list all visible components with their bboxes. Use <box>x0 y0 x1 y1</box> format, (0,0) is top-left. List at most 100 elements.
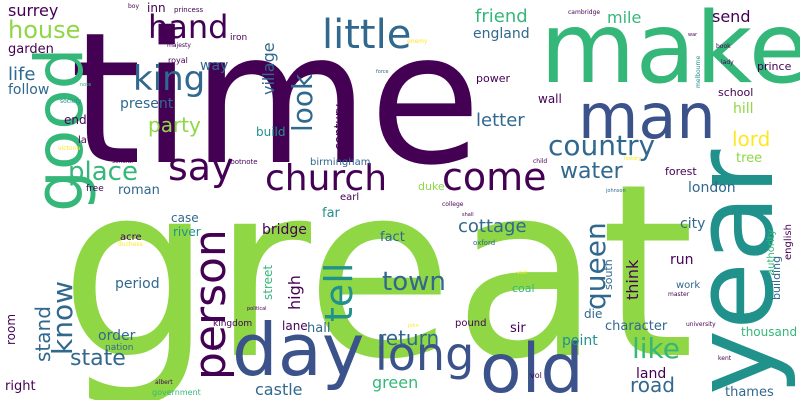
word-master: master <box>668 291 690 298</box>
word-great: great <box>60 132 695 400</box>
word-pound: pound <box>455 318 487 329</box>
word-bridge: bridge <box>262 222 307 238</box>
word-run: run <box>670 252 694 268</box>
word-tree: tree <box>736 151 762 166</box>
word-end: end <box>64 113 87 127</box>
word-long: long <box>375 327 474 381</box>
word-point: point <box>562 333 598 349</box>
word-prince: prince <box>757 60 792 73</box>
word-cottage: cottage <box>458 216 527 237</box>
word-street: street <box>261 265 275 300</box>
word-political: political <box>247 306 267 312</box>
word-free: free <box>86 184 104 194</box>
word-university: university <box>686 321 716 328</box>
word-tell: tell <box>317 263 361 322</box>
word-know: know <box>46 281 79 355</box>
word-earl: earl <box>340 192 359 203</box>
word-life: life <box>8 64 35 85</box>
word-wall: wall <box>538 92 562 106</box>
word-die: die <box>584 307 602 321</box>
word-lord: lord <box>732 127 770 151</box>
word-sir: sir <box>510 321 526 336</box>
word-princess: princess <box>174 6 204 14</box>
word-inn: inn <box>147 1 166 15</box>
word-melbourne: melbourne <box>695 55 702 88</box>
word-enemy: enemy <box>407 38 428 45</box>
word-footnote: footnote <box>228 158 258 166</box>
word-return: return <box>378 326 439 350</box>
word-order: order <box>98 328 136 344</box>
word-room: room <box>4 314 18 345</box>
word-case: case <box>171 211 199 225</box>
word-shall: shall <box>462 212 474 218</box>
word-land: land <box>636 366 666 382</box>
word-high: high <box>285 275 304 310</box>
word-send: send <box>712 7 750 26</box>
word-church: church <box>265 158 387 199</box>
word-mile: mile <box>607 8 641 27</box>
word-road: road <box>630 373 675 397</box>
word-society: society <box>60 98 82 105</box>
word-hold: hold <box>420 151 450 167</box>
word-royal: royal <box>168 56 188 65</box>
word-south: south <box>602 259 615 290</box>
word-character: character <box>605 319 668 334</box>
word-green: green <box>372 373 418 392</box>
word-war: war <box>688 32 698 38</box>
word-duchess: duchess <box>118 241 143 248</box>
word-man: man <box>578 80 716 153</box>
word-country: country <box>548 129 655 162</box>
word-roman: roman <box>118 183 160 198</box>
word-hill: hill <box>733 101 754 117</box>
word-school: school <box>718 86 753 99</box>
word-year: year <box>670 149 798 395</box>
word-note: note <box>80 82 91 88</box>
word-say: say <box>168 145 234 189</box>
word-work: work <box>676 280 700 291</box>
word-son: son <box>212 346 221 352</box>
word-time: time <box>70 0 481 205</box>
word-english: english <box>783 224 794 260</box>
word-town: town <box>382 267 446 297</box>
word-century: century <box>332 104 346 150</box>
word-queen: queen <box>579 222 612 310</box>
word-coal: coal <box>512 282 535 295</box>
word-london: london <box>688 180 736 196</box>
word-johnson: johnson <box>605 188 626 194</box>
word-good: good <box>21 47 98 212</box>
word-right: right <box>5 379 36 394</box>
word-england: england <box>473 26 530 42</box>
word-hall: hall <box>307 321 330 336</box>
word-acre: acre <box>120 232 142 243</box>
word-kent: kent <box>718 355 732 362</box>
word-lane: lane <box>282 319 308 333</box>
word-build: build <box>256 125 286 139</box>
word-book: book <box>716 43 731 50</box>
word-fact: fact <box>380 230 405 245</box>
word-nation: nation <box>105 343 133 353</box>
word-iron: iron <box>230 33 247 43</box>
word-person: person <box>185 229 236 380</box>
word-state: state <box>70 346 126 371</box>
word-place: place <box>68 157 138 187</box>
word-think: think <box>623 259 642 300</box>
word-john: john <box>407 323 419 329</box>
word-garden: garden <box>8 42 54 57</box>
word-lady: lady <box>721 59 734 66</box>
word-follow: follow <box>8 82 49 98</box>
word-way: way <box>200 58 228 74</box>
word-letter: letter <box>476 110 525 131</box>
word-authority: authority <box>766 229 777 275</box>
word-castle: castle <box>255 380 303 399</box>
word-forest: forest <box>665 165 697 178</box>
word-history: history <box>624 156 641 162</box>
word-hand: hand <box>148 8 228 46</box>
word-present: present <box>120 96 174 112</box>
word-village: village <box>259 42 278 95</box>
word-building: building <box>770 256 783 300</box>
word-kingdom: kingdom <box>213 319 252 329</box>
word-vol: vol <box>530 371 542 380</box>
